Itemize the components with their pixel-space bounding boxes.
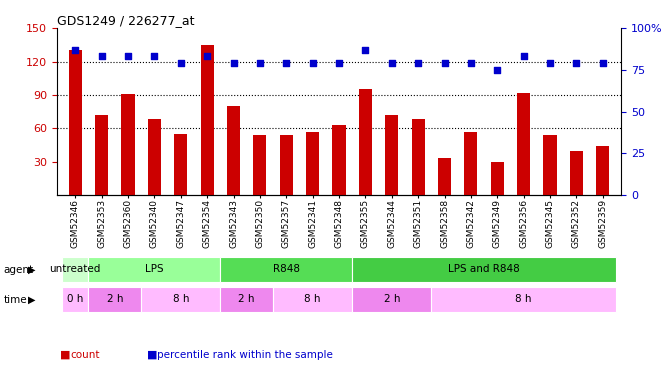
Text: untreated: untreated — [49, 264, 101, 274]
Text: ■: ■ — [147, 350, 158, 360]
Bar — [273, 288, 352, 312]
Point — [466, 60, 476, 66]
Text: agent: agent — [3, 265, 33, 274]
Point — [176, 60, 186, 66]
Bar — [227, 106, 240, 195]
Bar — [464, 132, 478, 195]
Bar — [62, 288, 88, 312]
Point — [96, 54, 107, 60]
Text: percentile rank within the sample: percentile rank within the sample — [157, 350, 333, 360]
Point — [571, 60, 582, 66]
Text: R848: R848 — [273, 264, 300, 274]
Point — [202, 54, 212, 60]
Text: 8 h: 8 h — [305, 294, 321, 304]
Point — [123, 54, 134, 60]
Bar — [411, 119, 425, 195]
Bar — [95, 115, 108, 195]
Bar — [306, 132, 319, 195]
Bar — [596, 146, 609, 195]
Bar — [141, 288, 220, 312]
Text: LPS: LPS — [145, 264, 164, 274]
Bar — [253, 135, 267, 195]
Text: 8 h: 8 h — [172, 294, 189, 304]
Bar — [148, 119, 161, 195]
Text: 8 h: 8 h — [516, 294, 532, 304]
Bar — [352, 288, 432, 312]
Point — [386, 60, 397, 66]
Point — [255, 60, 265, 66]
Bar — [352, 258, 616, 282]
Bar — [88, 258, 220, 282]
Text: time: time — [3, 295, 27, 304]
Bar — [544, 135, 556, 195]
Text: 2 h: 2 h — [107, 294, 123, 304]
Bar — [385, 115, 398, 195]
Point — [281, 60, 292, 66]
Bar — [359, 89, 372, 195]
Bar — [438, 158, 451, 195]
Text: 0 h: 0 h — [67, 294, 84, 304]
Bar — [333, 125, 345, 195]
Text: 2 h: 2 h — [238, 294, 255, 304]
Point — [597, 60, 608, 66]
Point — [334, 60, 345, 66]
Text: count: count — [70, 350, 100, 360]
Bar — [122, 94, 134, 195]
Bar — [491, 162, 504, 195]
Bar — [200, 45, 214, 195]
Text: ■: ■ — [60, 350, 71, 360]
Bar — [432, 288, 616, 312]
Point — [149, 54, 160, 60]
Bar — [88, 288, 141, 312]
Text: 2 h: 2 h — [383, 294, 400, 304]
Point — [413, 60, 424, 66]
Point — [360, 47, 371, 53]
Bar — [220, 288, 273, 312]
Bar — [220, 258, 352, 282]
Point — [307, 60, 318, 66]
Point — [70, 47, 81, 53]
Bar — [280, 135, 293, 195]
Text: ▶: ▶ — [28, 295, 35, 304]
Text: ▶: ▶ — [28, 265, 35, 274]
Point — [544, 60, 555, 66]
Bar — [69, 50, 82, 195]
Text: LPS and R848: LPS and R848 — [448, 264, 520, 274]
Text: GDS1249 / 226277_at: GDS1249 / 226277_at — [57, 14, 194, 27]
Point — [228, 60, 239, 66]
Point — [518, 54, 529, 60]
Point — [492, 67, 502, 73]
Bar — [174, 134, 187, 195]
Bar — [570, 150, 583, 195]
Bar — [62, 258, 88, 282]
Bar — [517, 93, 530, 195]
Point — [439, 60, 450, 66]
